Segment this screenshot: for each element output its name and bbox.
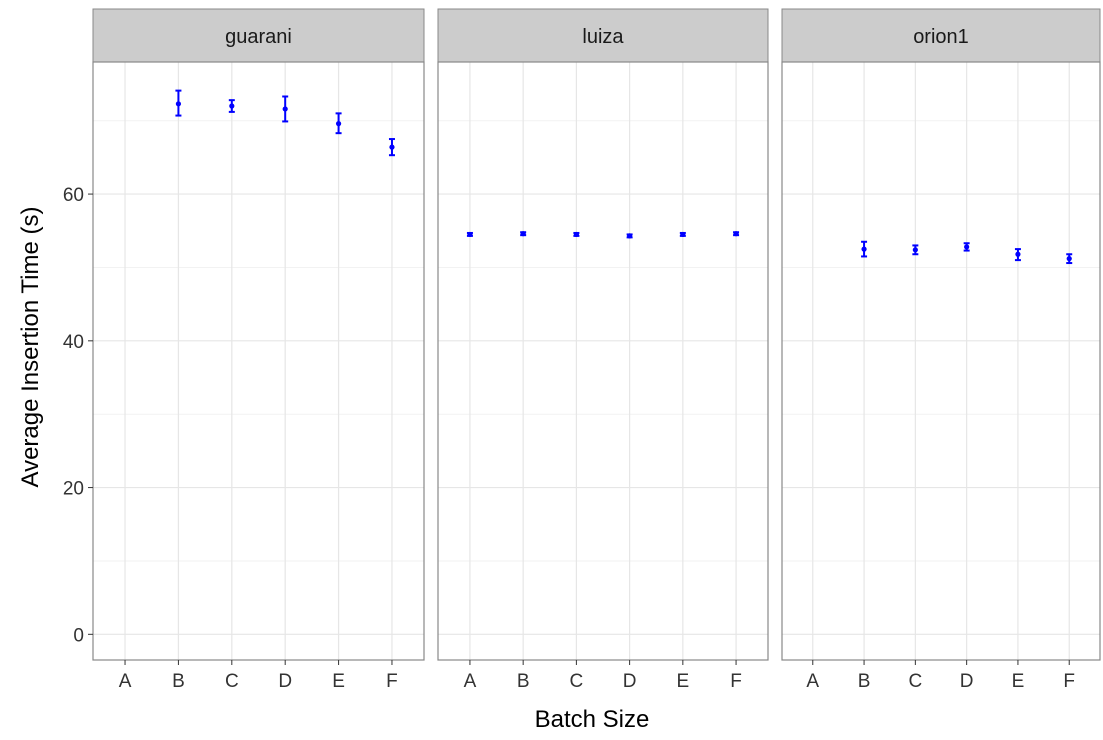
x-tick-label: B [172, 671, 185, 692]
x-tick-label: D [623, 671, 637, 692]
panel-background [782, 62, 1100, 660]
panel-border [92, 61, 425, 661]
x-tick-label: C [908, 671, 922, 692]
facet-panel-guarani: guarani A B C D E F [92, 8, 425, 692]
y-tick-label: 60 [63, 185, 84, 206]
data-point [573, 231, 579, 238]
x-tick-label: B [858, 671, 871, 692]
facet-panel-luiza: luiza A B C D E F [437, 8, 769, 692]
x-tick-label: F [386, 671, 398, 692]
x-tick-label: A [806, 671, 819, 692]
panel-background [438, 62, 768, 660]
facet-strip [92, 8, 425, 63]
y-tick-label: 20 [63, 479, 84, 500]
data-point [175, 101, 182, 107]
facet-strip-label: guarani [225, 26, 292, 48]
data-point [964, 244, 970, 250]
data-point [520, 231, 526, 237]
x-tick-label: B [517, 671, 530, 692]
panel-border [781, 61, 1101, 661]
data-point [1015, 251, 1021, 257]
data-point [861, 246, 867, 252]
x-tick-label: D [278, 671, 292, 692]
y-axis-title: Average Insertion Time (s) [17, 206, 44, 487]
data-point [467, 231, 473, 238]
y-tick-label: 40 [63, 332, 84, 353]
x-tick-label: F [730, 671, 742, 692]
x-tick-label: A [119, 671, 132, 692]
x-tick-label: C [225, 671, 239, 692]
data-point [389, 144, 395, 150]
y-tick-label: 0 [73, 625, 84, 646]
facet-strip-label: orion1 [913, 26, 969, 48]
x-tick-label: E [676, 671, 689, 692]
facet-strip [781, 8, 1101, 63]
facet-panel-orion1: orion1 A B C D E F [781, 8, 1101, 692]
data-point [912, 247, 918, 253]
x-tick-label: E [1012, 671, 1025, 692]
x-tick-label: E [332, 671, 345, 692]
x-tick-label: C [570, 671, 584, 692]
x-tick-label: F [1063, 671, 1075, 692]
data-point [627, 233, 633, 239]
data-point [1066, 256, 1072, 262]
facet-strip-label: luiza [582, 26, 624, 48]
data-point [733, 231, 739, 237]
data-point [282, 106, 288, 112]
panel-background [93, 62, 424, 660]
panel-border [437, 61, 769, 661]
data-point [680, 231, 686, 238]
x-tick-label: A [464, 671, 477, 692]
data-point [229, 103, 235, 109]
x-tick-label: D [960, 671, 974, 692]
x-axis-title: Batch Size [535, 706, 650, 733]
data-point [335, 121, 342, 127]
